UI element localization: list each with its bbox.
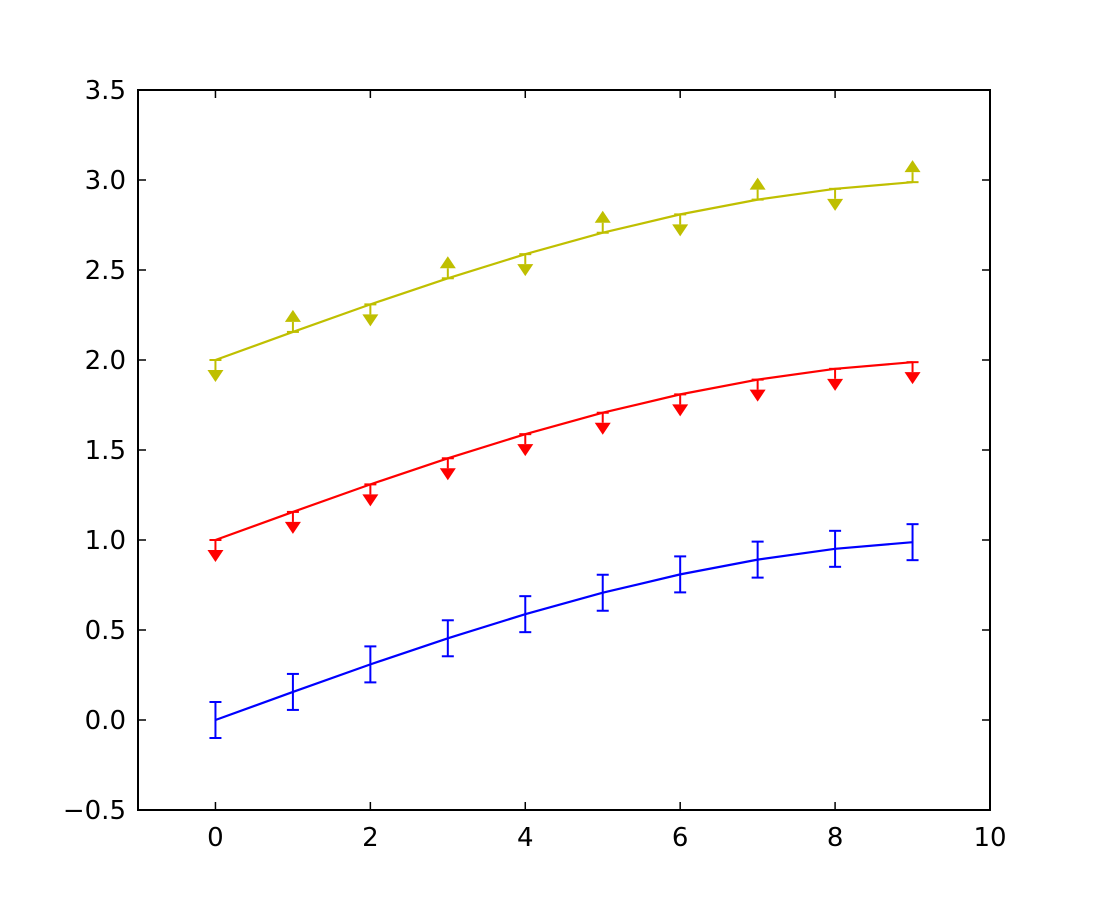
x-tick-label: 8 bbox=[827, 823, 844, 853]
x-tick-label: 10 bbox=[973, 823, 1006, 853]
errorbar bbox=[829, 529, 842, 568]
x-tick-label: 4 bbox=[517, 823, 534, 853]
limit-arrow-marker bbox=[207, 540, 224, 562]
limit-arrow-marker bbox=[749, 379, 766, 402]
series-layer bbox=[207, 160, 921, 739]
series-line bbox=[215, 361, 913, 542]
series-0 bbox=[209, 523, 919, 739]
y-tick-label: 2.5 bbox=[85, 256, 126, 286]
y-tick-label: 1.5 bbox=[85, 436, 126, 466]
y-tick-label: −0.5 bbox=[63, 796, 126, 826]
errorbar bbox=[441, 619, 454, 658]
limit-arrow-marker bbox=[517, 434, 534, 457]
x-tick-label: 6 bbox=[672, 823, 689, 853]
limit-arrow-marker bbox=[904, 160, 921, 183]
limit-arrow-marker bbox=[207, 360, 224, 382]
limit-arrow-marker bbox=[827, 368, 844, 391]
y-tick-label: 1.0 bbox=[85, 526, 126, 556]
limit-arrow-head bbox=[904, 372, 921, 385]
limit-arrow-marker bbox=[749, 177, 766, 200]
series-2 bbox=[207, 160, 921, 382]
limit-arrow-head bbox=[672, 224, 689, 237]
limit-arrow-head bbox=[284, 309, 301, 322]
errorbar bbox=[674, 555, 687, 594]
limit-arrow-head bbox=[517, 264, 534, 277]
y-tick-label: 0.5 bbox=[85, 616, 126, 646]
limit-arrow-head bbox=[749, 177, 766, 190]
errorbar bbox=[286, 672, 299, 711]
limit-arrow-marker bbox=[284, 309, 301, 332]
limit-arrow-marker bbox=[594, 210, 611, 233]
limit-arrow-head bbox=[362, 494, 379, 507]
series-line bbox=[215, 181, 913, 362]
limit-arrow-head bbox=[594, 422, 611, 435]
limit-arrow-marker bbox=[594, 412, 611, 435]
limit-arrow-head bbox=[904, 160, 921, 173]
errorbar bbox=[751, 540, 764, 579]
limit-arrow-marker bbox=[827, 188, 844, 211]
errorbar bbox=[209, 701, 222, 739]
y-tick-label: 3.5 bbox=[85, 76, 126, 106]
limit-arrow-head bbox=[439, 256, 456, 269]
axes-layer: 0 2 4 6 8 10 −0.5 0.0 0.5 1.0 1.5 2.0 2.5 3.0 3.5 bbox=[63, 76, 1007, 853]
limit-arrow-head bbox=[749, 389, 766, 402]
limit-arrow-marker bbox=[904, 362, 921, 385]
limit-arrow-marker bbox=[362, 304, 379, 327]
errorbar bbox=[519, 595, 532, 634]
errorbar bbox=[906, 523, 919, 562]
x-tick-label: 2 bbox=[362, 823, 379, 853]
limit-arrow-head bbox=[827, 198, 844, 211]
limit-arrow-head bbox=[594, 210, 611, 223]
errorbar bbox=[596, 573, 609, 612]
limit-arrow-head bbox=[284, 521, 301, 534]
y-tick-label: 0.0 bbox=[85, 706, 126, 736]
limit-arrow-head bbox=[362, 314, 379, 327]
limit-arrow-marker bbox=[517, 254, 534, 277]
limit-arrow-head bbox=[827, 378, 844, 391]
limit-arrow-head bbox=[207, 370, 224, 382]
limit-arrow-marker bbox=[284, 511, 301, 534]
limit-arrow-head bbox=[207, 550, 224, 562]
limit-arrow-marker bbox=[362, 484, 379, 507]
y-tick-label: 3.0 bbox=[85, 166, 126, 196]
limit-arrow-marker bbox=[672, 214, 689, 237]
y-tick-label: 2.0 bbox=[85, 346, 126, 376]
series-line bbox=[215, 541, 913, 722]
limit-arrow-head bbox=[672, 404, 689, 417]
limit-arrow-marker bbox=[439, 458, 456, 481]
errorbar bbox=[364, 645, 377, 684]
limit-arrow-marker bbox=[439, 256, 456, 279]
limit-arrow-head bbox=[439, 468, 456, 481]
plot-background bbox=[138, 90, 990, 810]
limit-arrow-head bbox=[517, 444, 534, 457]
plot-frame bbox=[137, 89, 991, 811]
x-tick-label: 0 bbox=[207, 823, 224, 853]
series-1 bbox=[207, 361, 921, 562]
limit-arrow-marker bbox=[672, 394, 689, 417]
